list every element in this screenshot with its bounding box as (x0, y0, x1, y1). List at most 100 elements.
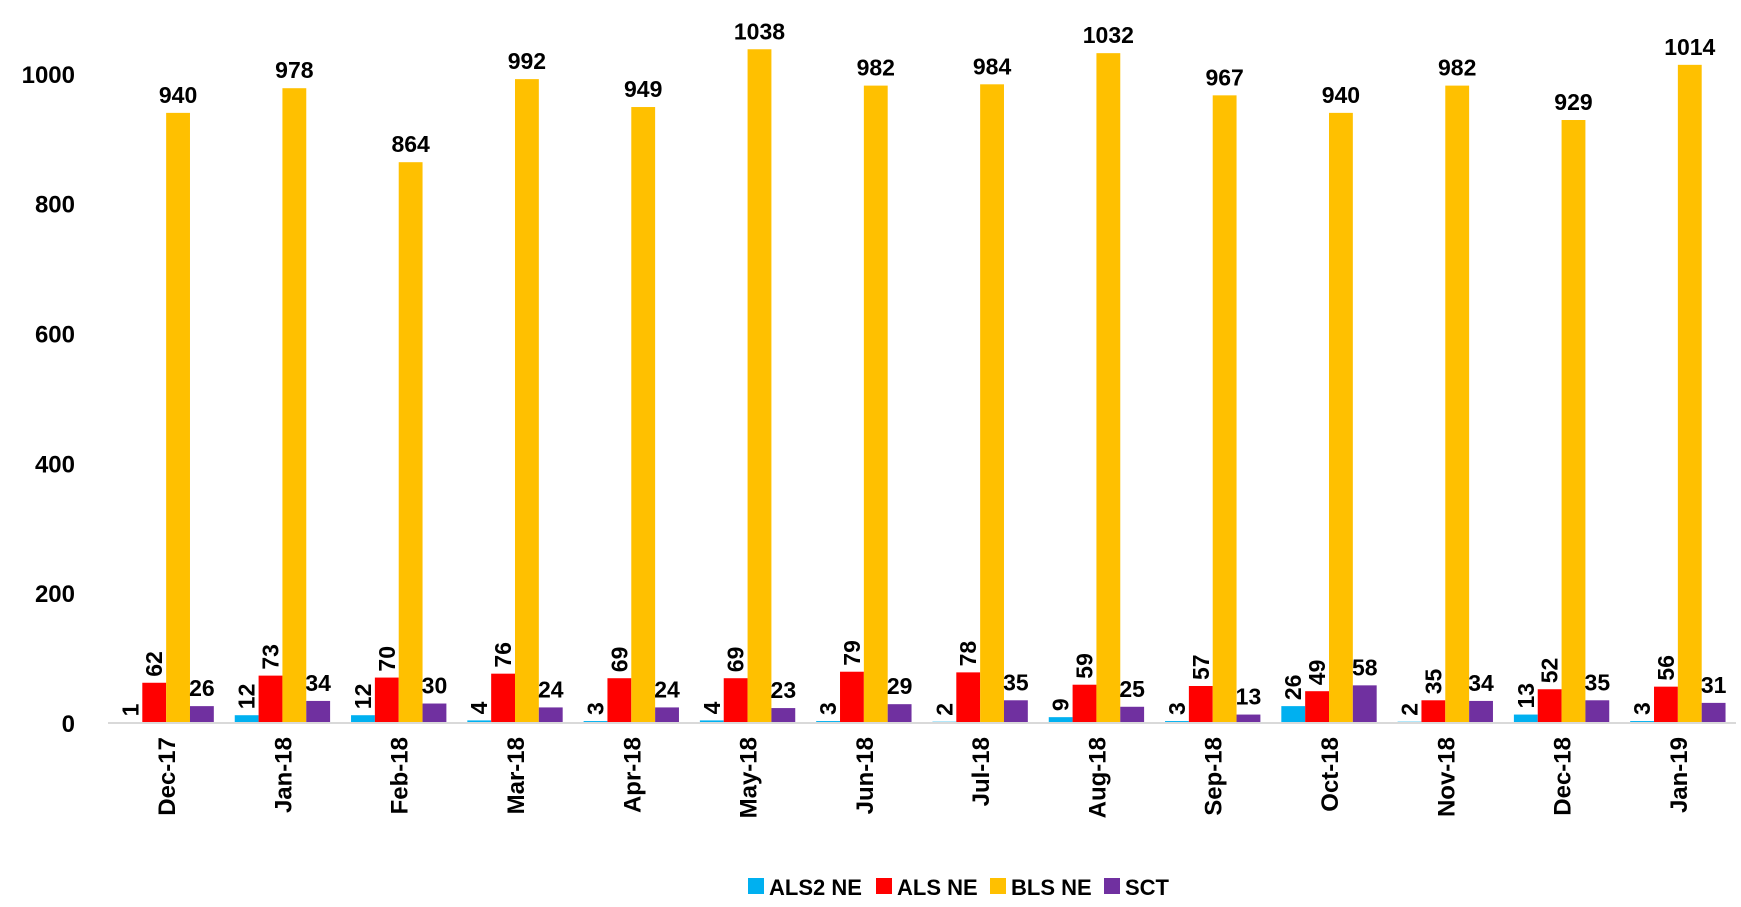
bar (1561, 120, 1586, 723)
legend-label: ALS2 NE (769, 875, 862, 900)
value-label: 982 (1438, 55, 1476, 81)
bar (1445, 85, 1470, 724)
bar (723, 678, 748, 723)
value-label: 34 (305, 670, 331, 696)
value-label: 23 (771, 677, 797, 703)
value-label: 864 (391, 131, 430, 157)
legend-swatch (876, 878, 892, 894)
value-label: 35 (1420, 668, 1446, 694)
bar (1281, 706, 1306, 723)
x-tick-label: Jun-18 (852, 737, 879, 814)
bar (1585, 700, 1610, 723)
value-label: 984 (973, 53, 1012, 79)
value-label: 59 (1072, 653, 1098, 679)
value-label: 76 (490, 642, 516, 668)
legend-label: ALS NE (897, 875, 978, 900)
y-tick-label: 800 (35, 192, 75, 219)
bar (1677, 64, 1702, 724)
value-label: 3 (1164, 702, 1190, 715)
value-label: 3 (815, 702, 841, 715)
value-label: 35 (1003, 669, 1029, 695)
legend-label: BLS NE (1011, 875, 1092, 900)
value-label: 30 (422, 673, 448, 699)
bar (1352, 685, 1377, 723)
value-label: 24 (538, 676, 564, 702)
value-label: 56 (1653, 655, 1679, 681)
value-label: 58 (1352, 654, 1378, 680)
bar (515, 79, 539, 723)
bar (1513, 714, 1538, 723)
bar (1120, 706, 1145, 723)
value-label: 2 (1397, 703, 1423, 716)
bar (1236, 714, 1261, 723)
bar (351, 715, 375, 723)
bar (258, 675, 283, 723)
bar (306, 700, 331, 723)
bar (467, 720, 492, 723)
value-label: 73 (258, 644, 284, 670)
value-label: 57 (1188, 654, 1214, 680)
x-tick-label: May-18 (736, 737, 763, 818)
x-tick-label: Dec-18 (1550, 737, 1577, 816)
value-label: 2 (931, 703, 957, 716)
value-label: 13 (1236, 684, 1262, 710)
value-label: 978 (275, 57, 314, 83)
value-label: 24 (654, 676, 680, 702)
y-tick-label: 200 (35, 581, 75, 608)
value-label: 52 (1537, 658, 1563, 684)
y-tick-label: 600 (35, 322, 75, 349)
bar (1305, 691, 1329, 723)
value-label: 31 (1701, 672, 1727, 698)
bar (1537, 689, 1562, 723)
value-label: 13 (1513, 683, 1539, 709)
value-label: 35 (1585, 669, 1611, 695)
value-label: 992 (508, 48, 546, 74)
bar (1048, 717, 1073, 723)
bar (538, 707, 563, 723)
value-label: 940 (159, 82, 197, 108)
bar (491, 673, 515, 723)
value-label: 967 (1205, 64, 1243, 90)
y-tick-label: 400 (35, 451, 75, 478)
bar (1654, 686, 1678, 723)
bar (863, 85, 888, 724)
value-label: 26 (1280, 675, 1306, 701)
value-label: 9 (1048, 698, 1074, 711)
value-label: 34 (1468, 670, 1494, 696)
bar (1003, 700, 1028, 723)
bar (374, 677, 399, 723)
bar (840, 671, 864, 723)
bar (282, 88, 307, 723)
value-label: 3 (583, 702, 609, 715)
legend-swatch (1104, 878, 1120, 894)
x-tick-label: Aug-18 (1084, 737, 1111, 818)
value-label: 12 (350, 684, 376, 710)
bar (747, 49, 772, 724)
value-label: 949 (624, 76, 662, 102)
bar (771, 708, 796, 723)
bar (1188, 686, 1213, 723)
value-label: 940 (1322, 82, 1360, 108)
bar (607, 678, 632, 723)
value-label: 62 (141, 651, 167, 677)
value-label: 4 (699, 701, 725, 714)
value-label: 4 (466, 701, 492, 714)
value-label: 1032 (1083, 22, 1134, 48)
bar (1701, 702, 1726, 723)
x-tick-label: Apr-18 (619, 737, 646, 813)
y-tick-label: 1000 (22, 62, 75, 89)
bar (956, 672, 981, 723)
value-label: 69 (723, 647, 749, 673)
value-label: 29 (887, 673, 913, 699)
bar (189, 706, 214, 723)
bar (166, 112, 190, 724)
value-label: 25 (1119, 676, 1145, 702)
legend-swatch (990, 878, 1006, 894)
x-tick-label: Oct-18 (1317, 737, 1344, 812)
value-label: 982 (857, 55, 895, 81)
x-tick-label: Nov-18 (1433, 737, 1460, 817)
bar (699, 720, 724, 723)
value-label: 12 (234, 684, 260, 710)
legend-label: SCT (1125, 875, 1170, 900)
value-label: 70 (374, 646, 400, 672)
